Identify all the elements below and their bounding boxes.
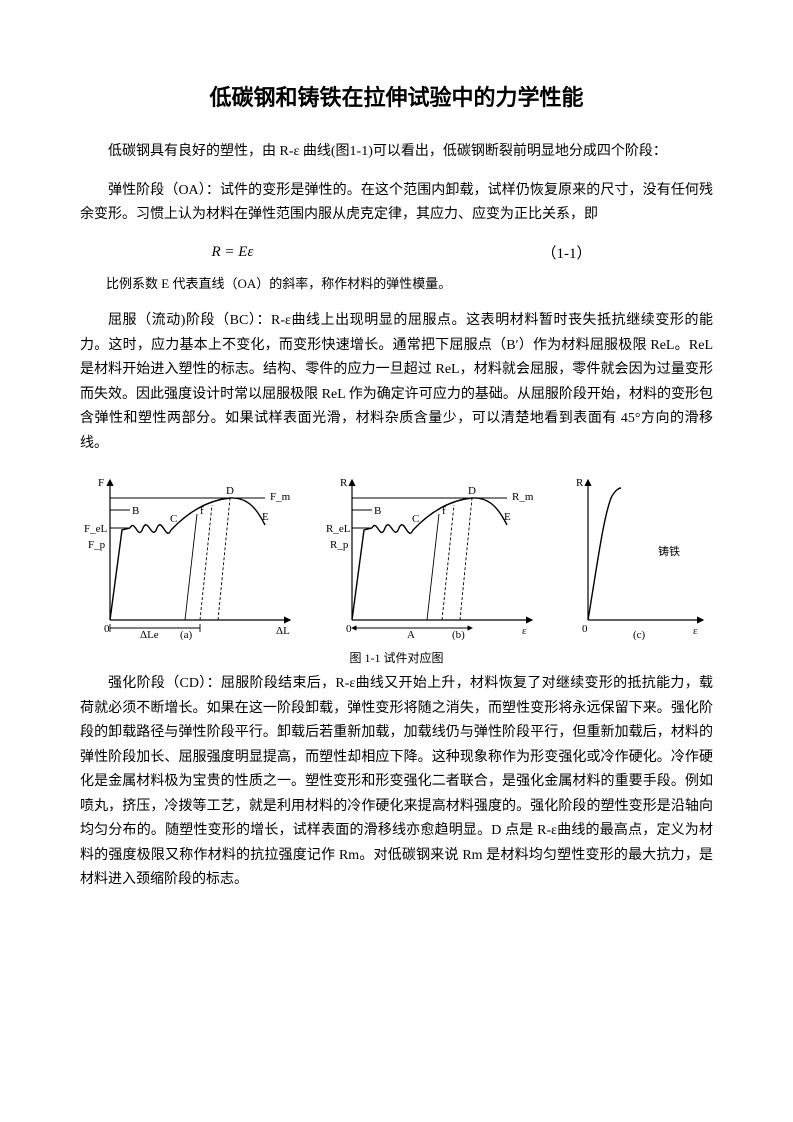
x-axis-label: ΔL [276, 625, 290, 637]
svg-text:F_eL: F_eL [84, 523, 108, 535]
svg-text:ΔLe: ΔLe [140, 629, 159, 640]
svg-text:E: E [504, 511, 511, 523]
cast-iron-label: 铸铁 [658, 544, 680, 558]
intro-paragraph: 低碳钢具有良好的塑性，由 R-ε 曲线(图1-1)可以看出，低碳钢断裂前明显地分… [80, 140, 713, 165]
svg-text:R_m: R_m [512, 491, 534, 503]
chart-a-sub: (a) [180, 629, 193, 640]
equation: R = Eε [202, 242, 422, 263]
chart-c-sub: (c) [633, 629, 646, 640]
page: 低碳钢和铸铁在拉伸试验中的力学性能 低碳钢具有良好的塑性，由 R-ε 曲线(图1… [0, 0, 793, 1122]
svg-text:B: B [132, 505, 139, 517]
x-axis-label: ε [522, 625, 527, 637]
svg-text:0: 0 [346, 623, 352, 635]
chart-b-sub: (b) [452, 629, 465, 640]
svg-text:R_p: R_p [330, 539, 349, 551]
y-axis-label: R [340, 477, 348, 489]
equation-row: R = Eε （1-1） [80, 242, 713, 263]
svg-text:C: C [170, 513, 177, 525]
svg-text:f: f [200, 505, 204, 517]
equation-note: 比例系数 E 代表直线（OA）的斜率，称作材料的弹性模量。 [80, 273, 713, 296]
equation-number: （1-1） [542, 242, 592, 263]
y-axis-label: R [576, 477, 584, 489]
x-axis-label: ε [693, 625, 698, 637]
y-axis-label: F [98, 477, 104, 489]
figure-1-1: F ΔL 0 B C [80, 470, 713, 666]
svg-text:R_eL: R_eL [326, 523, 351, 535]
elastic-paragraph: 弹性阶段（OA）：试件的变形是弹性的。在这个范围内卸载，试样仍恢复原来的尺寸，没… [80, 179, 713, 228]
figure-caption: 图 1-1 试件对应图 [80, 649, 713, 666]
svg-text:B: B [374, 505, 381, 517]
svg-text:F_p: F_p [88, 539, 106, 551]
yield-paragraph: 屈服（流动)阶段（BC）：R-ε曲线上出现明显的屈服点。这表明材料暂时丧失抵抗继… [80, 309, 713, 456]
svg-text:D: D [468, 485, 476, 497]
svg-text:0: 0 [582, 623, 588, 635]
svg-text:C: C [412, 513, 419, 525]
svg-text:A: A [407, 629, 415, 640]
svg-text:E: E [262, 511, 269, 523]
svg-text:f: f [442, 505, 446, 517]
chart-c: R ε 0 铸铁 (c) [563, 470, 713, 645]
hardening-paragraph: 强化阶段（CD）：屈服阶段结束后，R-ε曲线又开始上升，材料恢复了对继续变形的抵… [80, 672, 713, 893]
svg-text:F_m: F_m [270, 491, 291, 503]
chart-b: R ε 0 B C D E f R_eL [322, 470, 542, 645]
svg-text:0: 0 [104, 623, 110, 635]
page-title: 低碳钢和铸铁在拉伸试验中的力学性能 [80, 80, 713, 112]
chart-a: F ΔL 0 B C [80, 470, 300, 645]
svg-text:D: D [226, 485, 234, 497]
